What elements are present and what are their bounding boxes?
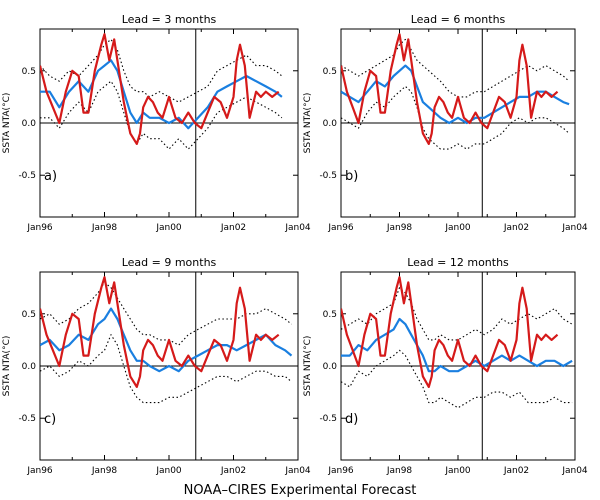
x-tick-label: Jan98 bbox=[91, 223, 118, 233]
series-group bbox=[341, 33, 570, 150]
chart-panel-2: Jan96 Jan98 Jan00 Jan02 Jan04 0.5 0.0 -0.5 Lead … bbox=[303, 13, 588, 233]
series-lower-bound bbox=[40, 80, 283, 150]
y-tick-label: 0.5 bbox=[22, 67, 36, 77]
series-observed bbox=[341, 33, 559, 145]
series-lower-bound bbox=[341, 349, 573, 409]
y-tick-label: 0.0 bbox=[22, 119, 37, 129]
y-tick-label: 0.5 bbox=[323, 67, 337, 77]
series-lower-bound bbox=[341, 85, 570, 150]
series-group bbox=[341, 276, 573, 409]
series-observed bbox=[40, 276, 280, 388]
x-tick-label: Jan04 bbox=[284, 466, 311, 476]
x-tick-label: Jan96 bbox=[327, 223, 354, 233]
series-forecast bbox=[40, 59, 283, 130]
footer-caption: NOAA–CIRES Experimental Forecast bbox=[184, 483, 417, 498]
series-observed bbox=[40, 33, 280, 145]
y-axis-label: SSTA NTA(°C) bbox=[303, 336, 313, 397]
y-tick-label: 0.0 bbox=[323, 362, 338, 372]
x-tick-label: Jan96 bbox=[327, 466, 354, 476]
x-tick-label: Jan02 bbox=[503, 466, 529, 476]
x-tick-label: Jan96 bbox=[26, 223, 53, 233]
panel-title: Lead = 6 months bbox=[411, 13, 506, 26]
series-lower-bound bbox=[40, 334, 292, 404]
y-tick-label: 0.5 bbox=[323, 310, 337, 320]
series-group bbox=[40, 33, 283, 150]
chart-panel-3: Jan96 Jan98 Jan00 Jan02 Jan04 0.5 0.0 -0.5 Lead … bbox=[2, 256, 311, 476]
panel-label: d) bbox=[345, 412, 358, 427]
y-tick-label: 0.5 bbox=[22, 310, 36, 320]
y-tick-label: -0.5 bbox=[319, 414, 337, 424]
chart-panel-4: Jan96 Jan98 Jan00 Jan02 Jan04 0.5 0.0 -0.5 Lead … bbox=[303, 256, 588, 476]
x-tick-label: Jan02 bbox=[503, 223, 529, 233]
series-upper-bound bbox=[341, 287, 573, 341]
chart-panel-1: Jan96 Jan98 Jan00 Jan02 Jan04 0.5 0.0 -0.5 Lead … bbox=[2, 13, 311, 233]
x-tick-label: Jan00 bbox=[444, 466, 471, 476]
panel-title: Lead = 12 months bbox=[407, 256, 509, 269]
x-tick-label: Jan00 bbox=[155, 223, 182, 233]
x-tick-label: Jan02 bbox=[220, 223, 246, 233]
y-axis-label: SSTA NTA(°C) bbox=[303, 93, 313, 154]
x-tick-label: Jan00 bbox=[444, 223, 471, 233]
panel-label: b) bbox=[345, 169, 358, 184]
panel-title: Lead = 9 months bbox=[122, 256, 217, 269]
x-tick-label: Jan04 bbox=[561, 466, 588, 476]
x-tick-label: Jan02 bbox=[220, 466, 246, 476]
x-tick-label: Jan96 bbox=[26, 466, 53, 476]
y-tick-label: -0.5 bbox=[18, 171, 36, 181]
panel-label: a) bbox=[44, 169, 57, 184]
y-tick-label: -0.5 bbox=[319, 171, 337, 181]
series-forecast bbox=[341, 317, 573, 373]
x-tick-label: Jan04 bbox=[561, 223, 588, 233]
x-tick-label: Jan98 bbox=[386, 223, 413, 233]
x-tick-label: Jan98 bbox=[91, 466, 118, 476]
panel-title: Lead = 3 months bbox=[122, 13, 217, 26]
panel-label: c) bbox=[44, 412, 56, 427]
x-tick-label: Jan98 bbox=[386, 466, 413, 476]
series-observed bbox=[341, 276, 559, 388]
y-axis-label: SSTA NTA(°C) bbox=[2, 93, 12, 154]
y-tick-label: 0.0 bbox=[323, 119, 338, 129]
x-tick-label: Jan00 bbox=[155, 466, 182, 476]
y-tick-label: 0.0 bbox=[22, 362, 37, 372]
x-tick-label: Jan04 bbox=[284, 223, 311, 233]
series-group bbox=[40, 276, 293, 404]
y-axis-label: SSTA NTA(°C) bbox=[2, 336, 12, 397]
y-tick-label: -0.5 bbox=[18, 414, 36, 424]
series-upper-bound bbox=[341, 38, 570, 98]
